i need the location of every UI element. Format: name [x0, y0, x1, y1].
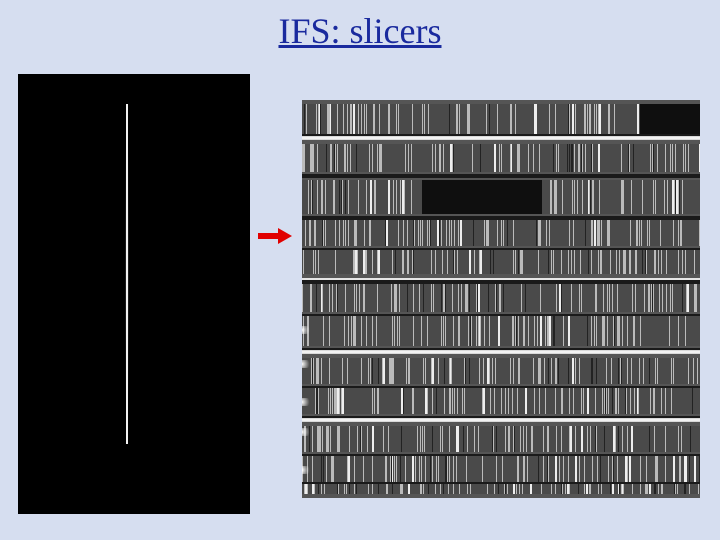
spectral-band	[302, 388, 700, 414]
edge-flare	[302, 428, 312, 436]
bright-stripe	[302, 136, 700, 140]
bright-stripe	[302, 278, 700, 280]
edge-flare	[302, 466, 312, 474]
band-gap	[302, 174, 700, 178]
edge-flare	[302, 398, 312, 406]
title-text: IFS: slicers	[278, 11, 441, 51]
spectral-band	[302, 316, 700, 346]
spectral-band	[302, 250, 700, 274]
arrow-shaft	[258, 233, 280, 239]
spectral-band	[302, 220, 700, 246]
void-region	[640, 104, 700, 134]
edge-flare	[302, 326, 312, 334]
bright-stripe	[302, 350, 700, 354]
spectral-band	[302, 284, 700, 312]
arrow-icon	[258, 228, 294, 244]
slit-line	[126, 104, 128, 444]
spectral-band	[302, 484, 700, 494]
void-region	[422, 180, 542, 214]
spectrum-image	[302, 100, 700, 498]
arrow-head	[278, 228, 292, 244]
spectral-band	[302, 426, 700, 452]
bright-stripe	[302, 418, 700, 422]
left-slit-image	[18, 74, 250, 514]
spectral-band	[302, 144, 700, 172]
edge-flare	[302, 360, 312, 368]
spectral-band	[302, 456, 700, 482]
slide-title: IFS: slicers	[0, 10, 720, 52]
spectral-band	[302, 358, 700, 384]
